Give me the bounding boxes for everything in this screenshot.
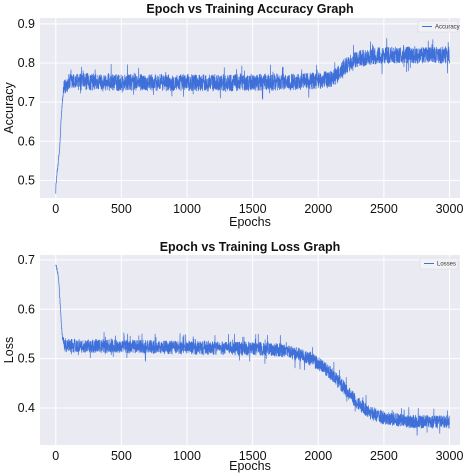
loss-series-line: [55, 264, 450, 436]
accuracy-x-ticks: 0 500 1000 1500 2000 2500 3000: [52, 202, 463, 216]
loss-legend: Losses: [419, 257, 459, 270]
accuracy-x-tick-label: 1000: [173, 202, 201, 216]
loss-chart-title: Epoch vs Training Loss Graph: [160, 240, 341, 254]
loss-legend-box: [419, 257, 459, 270]
loss-x-tick-label: 500: [111, 449, 132, 463]
loss-y-tick-label: 0.4: [18, 401, 35, 415]
loss-x-tick-label: 2500: [370, 449, 398, 463]
accuracy-x-tick-label: 2500: [370, 202, 398, 216]
accuracy-legend-label: Accuracy: [435, 25, 460, 31]
accuracy-y-tick-label: 0.6: [18, 134, 35, 148]
accuracy-y-ticks: 0.5 0.6 0.7 0.8 0.9: [18, 17, 35, 188]
loss-x-tick-label: 3000: [436, 449, 464, 463]
accuracy-grid-x: [55, 18, 450, 198]
accuracy-chart-title: Epoch vs Training Accuracy Graph: [146, 2, 353, 16]
loss-y-tick-label: 0.7: [18, 253, 35, 267]
accuracy-y-tick-label: 0.5: [18, 173, 35, 187]
accuracy-y-axis-label: Accuracy: [2, 82, 16, 134]
loss-chart: 0 500 1000 1500 2000 2500 3000 0.4 0.5 0.6 0.7 Ep…: [2, 240, 463, 473]
loss-x-tick-label: 1000: [173, 449, 201, 463]
accuracy-series-line: [55, 38, 450, 194]
accuracy-legend-box: [417, 20, 459, 33]
accuracy-x-tick-label: 1500: [239, 202, 267, 216]
accuracy-x-tick-label: 3000: [436, 202, 464, 216]
accuracy-plot-area: [40, 18, 460, 198]
accuracy-grid-y: [40, 23, 460, 181]
loss-y-tick-label: 0.6: [18, 302, 35, 316]
accuracy-y-tick-label: 0.8: [18, 56, 35, 70]
loss-legend-label: Losses: [437, 262, 456, 268]
loss-x-tick-label: 2000: [304, 449, 332, 463]
loss-y-tick-label: 0.5: [18, 352, 35, 366]
accuracy-x-tick-label: 500: [111, 202, 132, 216]
loss-y-axis-label: Loss: [2, 337, 16, 363]
loss-y-ticks: 0.4 0.5 0.6 0.7: [18, 253, 35, 415]
loss-x-ticks: 0 500 1000 1500 2000 2500 3000: [52, 449, 463, 463]
accuracy-y-tick-label: 0.7: [18, 95, 35, 109]
loss-x-tick-label: 1500: [239, 449, 267, 463]
loss-x-tick-label: 0: [52, 449, 59, 463]
accuracy-x-tick-label: 0: [52, 202, 59, 216]
accuracy-x-axis-label: Epochs: [229, 215, 271, 229]
accuracy-y-tick-label: 0.9: [18, 17, 35, 31]
accuracy-legend: Accuracy: [417, 20, 460, 33]
accuracy-chart: 0 500 1000 1500 2000 2500 3000 0.5 0.6 0.7 0.8 0.9…: [2, 2, 463, 229]
accuracy-x-tick-label: 2000: [304, 202, 332, 216]
loss-x-axis-label: Epochs: [229, 459, 271, 473]
